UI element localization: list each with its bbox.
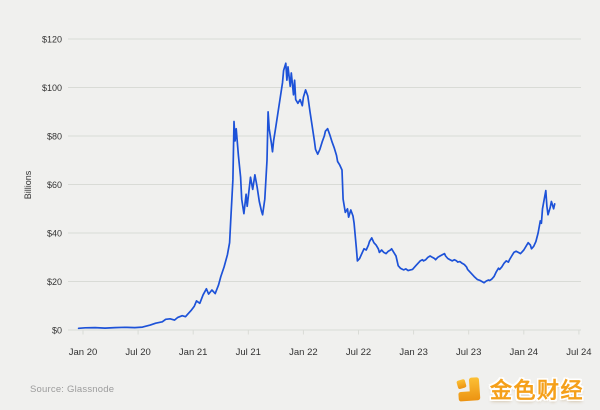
y-tick-label: $60 (47, 180, 62, 190)
y-tick-label: $120 (42, 35, 62, 45)
x-tick-label: Jul 22 (346, 347, 371, 358)
jinse-logo-icon (456, 377, 481, 402)
x-tick-label: Jan 24 (510, 347, 539, 358)
x-tick-label: Jan 23 (399, 347, 428, 358)
y-tick-label: $80 (47, 132, 62, 142)
axis-labels-layer: $0 $20 $40 $60 $80 $100 $120 Jan 20 Jul 20 Jan 21… (42, 35, 592, 359)
jinse-logo: 金色财经 (454, 373, 584, 405)
y-tick-label: $0 (52, 326, 62, 336)
logo-icon-square (456, 379, 467, 389)
x-tick-label: Jan 22 (289, 347, 318, 358)
y-tick-label: $100 (42, 83, 62, 93)
source-note: Source: Glassnode (30, 384, 115, 395)
grid-layer (68, 38, 581, 335)
x-tick-label: Jan 20 (69, 347, 98, 358)
y-tick-label: $40 (47, 229, 62, 239)
y-tick-label: $20 (47, 277, 62, 287)
x-tick-label: Jul 23 (456, 347, 481, 358)
x-tick-label: Jul 20 (125, 347, 150, 358)
x-tick-label: Jul 24 (566, 347, 591, 358)
data-line (77, 62, 556, 330)
logo-icon-lshape (458, 377, 481, 402)
x-tick-label: Jul 21 (236, 347, 261, 358)
jinse-logo-text: 金色财经 (489, 378, 584, 403)
x-tick-label: Jan 21 (179, 347, 208, 358)
y-axis-title: Billions (23, 170, 33, 199)
